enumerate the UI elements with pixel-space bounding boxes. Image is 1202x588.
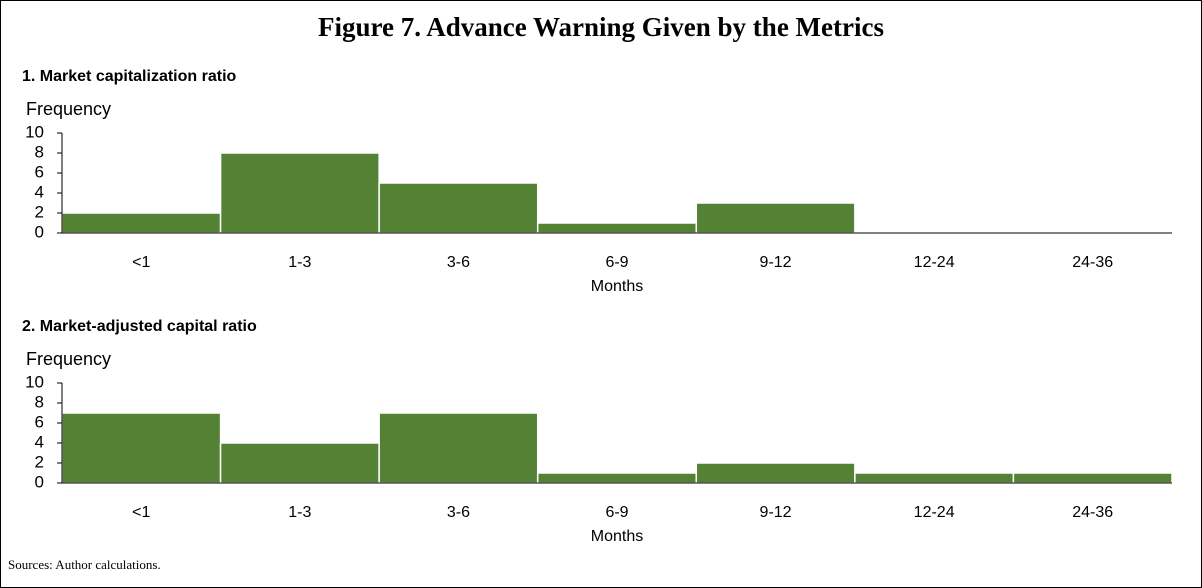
y-tick-label: 0 xyxy=(35,222,44,241)
panel-title: 2. Market-adjusted capital ratio xyxy=(22,318,257,335)
x-tick-label: 9-12 xyxy=(760,254,792,271)
bar xyxy=(219,152,380,234)
bar xyxy=(61,212,222,234)
x-tick-label: 24-36 xyxy=(1072,254,1113,271)
y-tick-label: 0 xyxy=(35,472,44,491)
x-tick-label: 3-6 xyxy=(447,254,470,271)
x-axis-label: Months xyxy=(591,278,643,295)
y-tick-label: 4 xyxy=(35,182,44,201)
x-tick-label: 1-3 xyxy=(288,254,311,271)
bar xyxy=(61,412,222,484)
y-tick-label: 8 xyxy=(35,392,44,411)
x-tick-label: <1 xyxy=(132,504,150,521)
bar xyxy=(695,202,856,234)
y-tick-label: 10 xyxy=(25,372,44,391)
bar xyxy=(378,182,539,234)
x-tick-label: 1-3 xyxy=(288,504,311,521)
y-tick-label: 6 xyxy=(35,162,44,181)
panel-title: 1. Market capitalization ratio xyxy=(22,68,237,85)
x-tick-label: 6-9 xyxy=(605,254,628,271)
y-axis-label: Frequency xyxy=(26,99,111,119)
figure-title: Figure 7. Advance Warning Given by the M… xyxy=(318,12,884,42)
x-axis-label: Months xyxy=(591,528,643,545)
bar xyxy=(536,222,698,234)
bar xyxy=(378,412,539,484)
y-tick-label: 6 xyxy=(35,412,44,431)
x-tick-label: 6-9 xyxy=(605,504,628,521)
y-tick-label: 10 xyxy=(25,122,44,141)
y-tick-label: 2 xyxy=(35,452,44,471)
y-tick-label: 2 xyxy=(35,202,44,221)
source-note: Sources: Author calculations. xyxy=(8,557,161,572)
bar xyxy=(854,472,1015,484)
x-tick-label: 12-24 xyxy=(914,504,955,521)
bar xyxy=(536,472,698,484)
bar xyxy=(695,462,856,484)
x-tick-label: 9-12 xyxy=(760,504,792,521)
bar xyxy=(219,442,380,484)
y-tick-label: 4 xyxy=(35,432,44,451)
x-tick-label: <1 xyxy=(132,254,150,271)
x-tick-label: 3-6 xyxy=(447,504,470,521)
y-tick-label: 8 xyxy=(35,142,44,161)
x-tick-label: 24-36 xyxy=(1072,504,1113,521)
x-tick-label: 12-24 xyxy=(914,254,955,271)
bar xyxy=(1012,472,1173,484)
y-axis-label: Frequency xyxy=(26,349,111,369)
